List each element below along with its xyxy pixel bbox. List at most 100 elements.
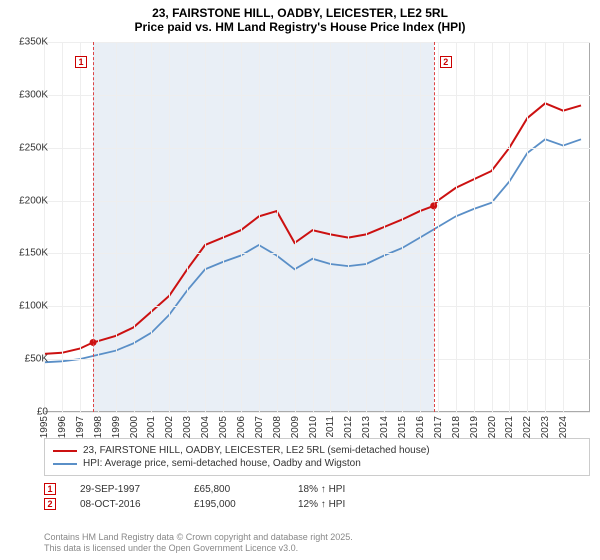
x-axis-label: 2012 <box>343 416 354 438</box>
x-axis-label: 2013 <box>361 416 372 438</box>
sale-delta: 18% ↑ HPI <box>298 484 345 495</box>
x-axis-label: 2021 <box>504 416 515 438</box>
sales-table: 1 29-SEP-1997 £65,800 18% ↑ HPI 2 08-OCT… <box>44 480 345 513</box>
gridline-v <box>384 42 385 412</box>
x-axis-label: 2015 <box>397 416 408 438</box>
y-axis-label: £300K <box>4 89 48 100</box>
sale-marker-icon: 1 <box>44 483 56 495</box>
x-axis-label: 2022 <box>522 416 533 438</box>
gridline-h <box>44 306 590 307</box>
gridline-v <box>80 42 81 412</box>
gridline-h <box>44 201 590 202</box>
gridline-v <box>98 42 99 412</box>
x-axis-label: 2017 <box>433 416 444 438</box>
chart-container: 23, FAIRSTONE HILL, OADBY, LEICESTER, LE… <box>0 0 600 560</box>
footer-line: Contains HM Land Registry data © Crown c… <box>44 532 353 543</box>
sale-date: 08-OCT-2016 <box>80 499 170 510</box>
reference-line <box>434 42 435 412</box>
y-axis-label: £100K <box>4 301 48 312</box>
x-axis-label: 2019 <box>469 416 480 438</box>
legend-item: HPI: Average price, semi-detached house,… <box>53 458 581 469</box>
x-axis-label: 2009 <box>290 416 301 438</box>
gridline-v <box>402 42 403 412</box>
reference-marker-icon: 1 <box>75 56 87 68</box>
chart-lines <box>44 42 590 412</box>
sales-row: 1 29-SEP-1997 £65,800 18% ↑ HPI <box>44 483 345 495</box>
gridline-v <box>169 42 170 412</box>
x-axis-label: 2023 <box>540 416 551 438</box>
title-block: 23, FAIRSTONE HILL, OADBY, LEICESTER, LE… <box>0 0 600 36</box>
gridline-v <box>187 42 188 412</box>
x-axis-label: 2002 <box>164 416 175 438</box>
reference-line <box>93 42 94 412</box>
footer-line: This data is licensed under the Open Gov… <box>44 543 353 554</box>
legend-swatch-icon <box>53 463 77 465</box>
gridline-v <box>563 42 564 412</box>
gridline-v <box>116 42 117 412</box>
x-axis-label: 2003 <box>182 416 193 438</box>
legend-label: HPI: Average price, semi-detached house,… <box>83 458 361 469</box>
gridline-v <box>474 42 475 412</box>
gridline-h <box>44 253 590 254</box>
x-axis-label: 2018 <box>451 416 462 438</box>
gridline-h <box>44 412 590 413</box>
gridline-h <box>44 42 590 43</box>
gridline-h <box>44 359 590 360</box>
gridline-v <box>241 42 242 412</box>
y-axis-label: £200K <box>4 195 48 206</box>
gridline-v <box>205 42 206 412</box>
sale-marker-icon: 2 <box>44 498 56 510</box>
gridline-v <box>295 42 296 412</box>
y-axis-label: £150K <box>4 248 48 259</box>
x-axis-label: 2010 <box>308 416 319 438</box>
y-axis-label: £350K <box>4 37 48 48</box>
x-axis-label: 2007 <box>254 416 265 438</box>
gridline-v <box>259 42 260 412</box>
title-subtitle: Price paid vs. HM Land Registry's House … <box>0 20 600 34</box>
gridline-v <box>366 42 367 412</box>
gridline-v <box>527 42 528 412</box>
x-axis-label: 2008 <box>272 416 283 438</box>
legend-box: 23, FAIRSTONE HILL, OADBY, LEICESTER, LE… <box>44 438 590 476</box>
x-axis-label: 1995 <box>39 416 50 438</box>
sales-row: 2 08-OCT-2016 £195,000 12% ↑ HPI <box>44 498 345 510</box>
gridline-v <box>420 42 421 412</box>
gridline-v <box>134 42 135 412</box>
x-axis-label: 1996 <box>57 416 68 438</box>
plot-area <box>44 42 590 412</box>
x-axis-label: 2020 <box>487 416 498 438</box>
gridline-h <box>44 95 590 96</box>
x-axis-label: 2016 <box>415 416 426 438</box>
footer-attribution: Contains HM Land Registry data © Crown c… <box>44 532 353 554</box>
y-axis-label: £50K <box>4 354 48 365</box>
x-axis-label: 1998 <box>93 416 104 438</box>
x-axis-label: 2011 <box>325 416 336 438</box>
legend-item: 23, FAIRSTONE HILL, OADBY, LEICESTER, LE… <box>53 445 581 456</box>
title-address: 23, FAIRSTONE HILL, OADBY, LEICESTER, LE… <box>0 6 600 20</box>
gridline-v <box>223 42 224 412</box>
gridline-v <box>277 42 278 412</box>
gridline-v <box>330 42 331 412</box>
x-axis-label: 2001 <box>146 416 157 438</box>
gridline-v <box>348 42 349 412</box>
gridline-v <box>438 42 439 412</box>
x-axis-label: 2006 <box>236 416 247 438</box>
gridline-v <box>509 42 510 412</box>
gridline-h <box>44 148 590 149</box>
gridline-v <box>492 42 493 412</box>
x-axis-label: 2014 <box>379 416 390 438</box>
gridline-v <box>151 42 152 412</box>
x-axis-label: 2005 <box>218 416 229 438</box>
gridline-v <box>313 42 314 412</box>
legend-label: 23, FAIRSTONE HILL, OADBY, LEICESTER, LE… <box>83 445 430 456</box>
y-axis-label: £250K <box>4 142 48 153</box>
sale-delta: 12% ↑ HPI <box>298 499 345 510</box>
legend-swatch-icon <box>53 450 77 452</box>
reference-marker-icon: 2 <box>440 56 452 68</box>
sale-date: 29-SEP-1997 <box>80 484 170 495</box>
x-axis-label: 1999 <box>111 416 122 438</box>
gridline-v <box>456 42 457 412</box>
x-axis-label: 2004 <box>200 416 211 438</box>
sale-price: £195,000 <box>194 499 274 510</box>
x-axis-label: 1997 <box>75 416 86 438</box>
